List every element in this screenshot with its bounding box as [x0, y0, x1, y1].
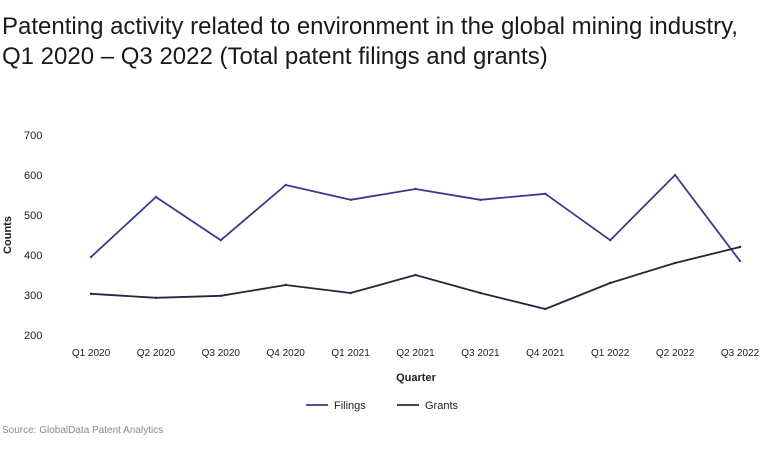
- source-note: Source: GlobalData Patent Analytics: [2, 425, 164, 436]
- data-point-grants: [284, 283, 287, 287]
- legend-label: Filings: [334, 400, 366, 412]
- data-point-grants: [414, 273, 417, 277]
- data-point-grants: [673, 261, 677, 265]
- x-tick-label: Q2 2020: [137, 348, 176, 359]
- y-tick-label: 700: [24, 130, 42, 142]
- x-tick-label: Q4 2020: [267, 348, 306, 359]
- data-point-filings: [479, 198, 482, 201]
- data-point-filings: [284, 183, 287, 187]
- y-tick-label: 200: [24, 330, 42, 342]
- data-point-filings: [414, 187, 417, 191]
- legend-label: Grants: [425, 400, 459, 412]
- data-point-filings: [154, 195, 158, 199]
- x-axis-label: Quarter: [396, 372, 436, 384]
- y-tick-label: 400: [24, 250, 42, 262]
- series-lines: [89, 173, 742, 311]
- legend-item-filings: Filings: [306, 400, 366, 412]
- legend: Filings Grants: [306, 400, 459, 412]
- y-tick-label: 300: [24, 290, 42, 302]
- x-axis-ticks: Q1 2020 Q2 2020 Q3 2020 Q4 2020 Q1 2021 Q2 20…: [72, 348, 760, 359]
- legend-item-grants: Grants: [397, 400, 459, 412]
- data-point-filings: [544, 192, 547, 195]
- data-point-grants: [89, 292, 93, 295]
- x-tick-label: Q2 2022: [656, 348, 695, 359]
- chart-title: Patenting activity related to environmen…: [2, 13, 738, 70]
- x-tick-label: Q1 2020: [72, 348, 111, 359]
- data-point-grants: [609, 281, 612, 285]
- data-point-filings: [738, 259, 742, 263]
- y-tick-label: 600: [24, 170, 42, 182]
- x-tick-label: Q3 2021: [461, 348, 500, 359]
- data-point-grants: [154, 296, 158, 299]
- data-point-grants: [479, 291, 482, 295]
- data-point-grants: [544, 307, 547, 311]
- y-axis-label: Counts: [2, 216, 14, 254]
- x-tick-label: Q3 2022: [721, 348, 760, 359]
- x-tick-label: Q1 2021: [331, 348, 370, 359]
- series-line-grants: [90, 246, 741, 310]
- x-tick-label: Q3 2020: [202, 348, 241, 359]
- data-point-grants: [738, 245, 742, 249]
- data-point-filings: [349, 198, 352, 201]
- data-point-filings: [609, 239, 612, 242]
- data-point-filings: [673, 173, 677, 177]
- data-point-grants: [219, 294, 222, 297]
- x-tick-label: Q1 2022: [591, 348, 630, 359]
- data-point-filings: [89, 255, 93, 259]
- x-tick-label: Q4 2021: [526, 348, 565, 359]
- data-point-filings: [219, 239, 222, 242]
- data-point-grants: [349, 291, 352, 295]
- x-tick-label: Q2 2021: [396, 348, 435, 359]
- y-tick-label: 500: [24, 210, 42, 222]
- y-axis-ticks: 200 300 400 500 600 700: [24, 130, 42, 342]
